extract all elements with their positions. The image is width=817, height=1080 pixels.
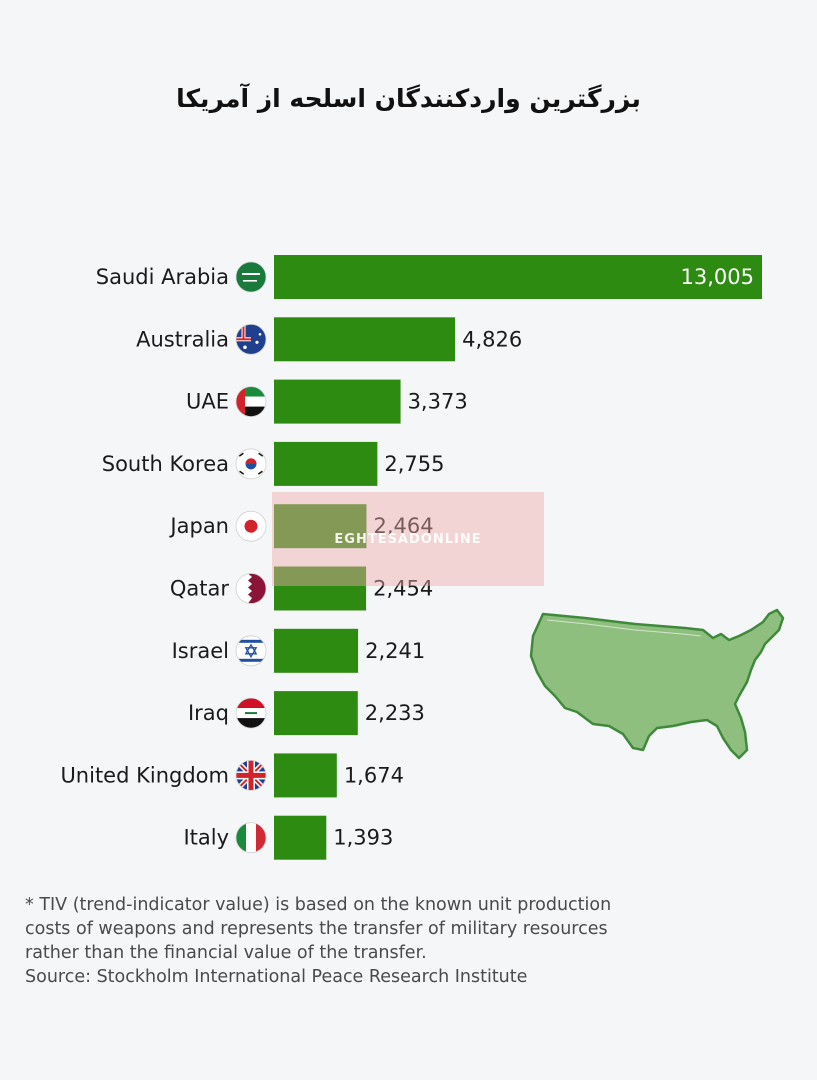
value-label: 1,393	[333, 826, 393, 850]
value-label: 2,233	[365, 701, 425, 725]
bar	[274, 628, 359, 673]
bar	[274, 441, 378, 486]
watermark: EGHTESADONLINE	[272, 492, 544, 586]
category-label: Qatar	[170, 577, 230, 601]
bar	[274, 379, 401, 424]
bar-row: Israel 2,241	[172, 628, 425, 673]
footnote-line: rather than the financial value of the t…	[25, 943, 427, 963]
category-label: Italy	[183, 826, 229, 850]
category-label: UAE	[186, 390, 229, 414]
bar	[274, 566, 367, 611]
bar-row: South Korea 2,755	[102, 441, 445, 486]
bar	[274, 504, 367, 549]
bar-row: Japan 2,464	[168, 504, 434, 549]
category-label: Saudi Arabia	[96, 265, 229, 289]
chart-title: بزرگترین واردکنندگان اسلحه از آمریکا	[176, 84, 641, 113]
bar-row: UAE 3,373	[186, 379, 468, 424]
category-label: Iraq	[188, 701, 229, 725]
usa-map-icon	[529, 608, 785, 760]
bar-row: United Kingdom 1,674	[60, 753, 404, 798]
value-label: 2,454	[373, 577, 433, 601]
value-label: 2,241	[365, 639, 425, 663]
category-label: Japan	[168, 514, 229, 538]
united-kingdom-flag-icon	[235, 760, 267, 791]
value-label: 2,755	[384, 452, 444, 476]
value-label: 4,826	[462, 327, 522, 351]
south-korea-flag-icon	[235, 448, 267, 480]
australia-flag-icon	[235, 323, 267, 355]
value-label: 13,005	[681, 265, 754, 289]
category-label: United Kingdom	[60, 763, 229, 787]
qatar-flag-icon	[235, 573, 267, 604]
uae-flag-icon	[235, 386, 267, 418]
bar-chart: Saudi Arabia 13,005 Australia 4,826 UAE 3,373…	[60, 255, 762, 860]
bar-row: Italy 1,393	[183, 815, 393, 860]
iraq-flag-icon	[235, 697, 267, 729]
value-label: 2,464	[373, 514, 433, 538]
value-label: 3,373	[408, 390, 468, 414]
footnote: * TIV (trend-indicator value) is based o…	[25, 893, 725, 989]
bar	[274, 815, 327, 860]
israel-flag-icon	[235, 635, 267, 667]
footnote-line: costs of weapons and represents the tran…	[25, 919, 608, 939]
category-label: South Korea	[102, 452, 229, 476]
source-text: Source: Stockholm International Peace Re…	[25, 967, 528, 987]
category-label: Australia	[136, 327, 229, 351]
bar	[274, 691, 358, 736]
bar-row: Qatar 2,454	[170, 566, 433, 611]
saudi-arabia-flag-icon	[235, 261, 267, 293]
bar-row: Iraq 2,233	[188, 691, 425, 736]
bar	[274, 255, 762, 299]
watermark-text: EGHTESADONLINE	[334, 531, 482, 547]
japan-flag-icon	[235, 510, 267, 542]
bar	[274, 317, 456, 362]
value-label: 1,674	[344, 763, 404, 787]
bar-row: Saudi Arabia 13,005	[96, 255, 762, 299]
footnote-line: * TIV (trend-indicator value) is based o…	[25, 895, 612, 915]
bar	[274, 753, 337, 798]
category-label: Israel	[172, 639, 229, 663]
bar-row: Australia 4,826	[136, 317, 522, 362]
italy-flag-icon	[235, 822, 267, 854]
